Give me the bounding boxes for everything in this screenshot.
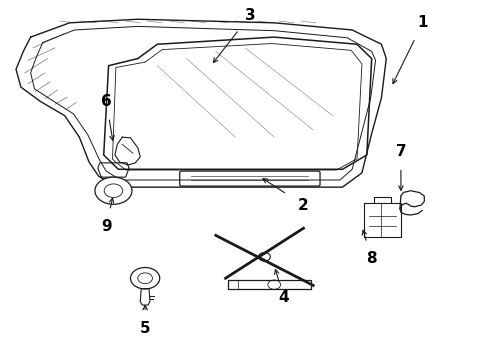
- Circle shape: [104, 184, 122, 198]
- FancyBboxPatch shape: [180, 171, 320, 186]
- Text: 5: 5: [140, 321, 150, 336]
- Text: 7: 7: [395, 144, 406, 159]
- Text: 1: 1: [417, 15, 428, 30]
- Circle shape: [268, 280, 281, 289]
- Text: 6: 6: [101, 94, 112, 109]
- Circle shape: [130, 267, 160, 289]
- Text: 8: 8: [367, 251, 377, 266]
- Text: 3: 3: [245, 8, 255, 23]
- Circle shape: [95, 177, 132, 204]
- Text: 9: 9: [101, 219, 111, 234]
- Circle shape: [138, 273, 152, 284]
- Circle shape: [259, 252, 270, 261]
- Text: 2: 2: [298, 198, 309, 212]
- Text: 4: 4: [279, 291, 289, 305]
